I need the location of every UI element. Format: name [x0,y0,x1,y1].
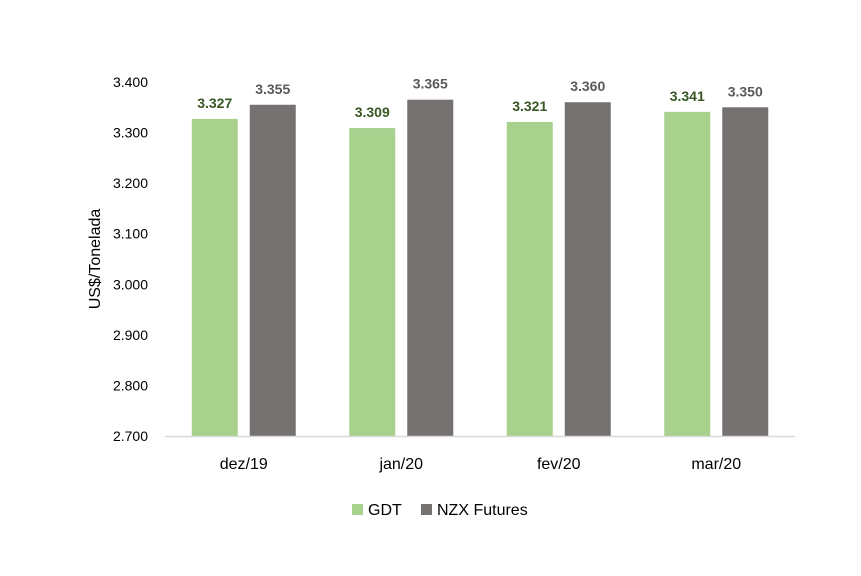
x-category-label: fev/20 [537,456,581,473]
data-label: 3.360 [570,78,605,94]
data-label: 3.321 [512,98,547,114]
bar-nzx-futures [564,102,611,436]
x-axis-category-labels: dez/19 jan/20 fev/20 mar/20 [220,456,742,473]
bar-nzx-futures [407,99,454,436]
y-tick-label: 2.900 [113,327,148,343]
legend: GDT NZX Futures [352,502,528,519]
x-category-label: mar/20 [691,456,741,473]
data-label: 3.327 [197,95,232,111]
y-tick-label: 3.200 [113,175,148,191]
x-category-label: dez/19 [220,456,268,473]
y-tick-label: 2.800 [113,377,148,393]
y-axis-title: US$/Tonelada [87,209,104,310]
legend-swatch [421,504,432,515]
bar-gdt [349,128,396,436]
bars-group [191,99,769,437]
legend-label: NZX Futures [437,502,528,519]
legend-swatch [352,504,363,515]
bar-gdt [664,111,711,436]
y-tick-label: 2.700 [113,428,148,444]
data-label: 3.355 [255,81,290,97]
data-label: 3.350 [728,83,763,99]
y-tick-label: 3.400 [113,74,148,90]
y-tick-label: 3.300 [113,125,148,141]
data-label: 3.365 [413,76,448,92]
y-axis-ticks: 2.700 2.800 2.900 3.000 3.100 3.200 3.300 3.400 [113,74,148,444]
data-label: 3.341 [670,88,705,104]
bar-gdt [506,121,553,437]
y-tick-label: 3.000 [113,276,148,292]
data-label: 3.309 [355,104,390,120]
bar-nzx-futures [722,107,769,437]
bar-gdt [191,118,238,436]
y-tick-label: 3.100 [113,226,148,242]
bar-nzx-futures [249,104,296,436]
x-category-label: jan/20 [378,456,423,473]
legend-label: GDT [368,502,402,519]
data-labels-group: 3.327 3.355 3.309 3.365 3.321 3.360 3.341 3.350 [197,76,763,120]
